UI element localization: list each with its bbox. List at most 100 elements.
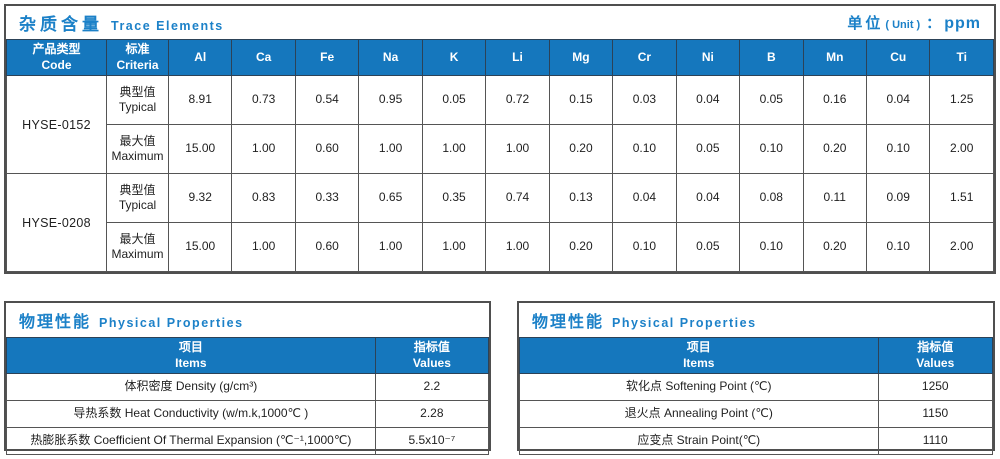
element-value-cell: 0.04 [612,173,677,224]
element-value-cell: 0.20 [802,222,867,273]
element-value-cell: 0.20 [802,124,867,175]
physical-left-title-en: Physical Properties [99,316,244,330]
physical-right-table: 项目 Items 指标值 Values 软化点 Softening Point … [519,336,994,456]
physical-property-row: 热膨胀系数 Coefficient Of Thermal Expansion (… [6,427,490,456]
element-value-cell: 0.74 [485,173,550,224]
column-header-element: B [739,38,804,77]
element-value-cell: 1.00 [485,222,550,273]
element-value-cell: 15.00 [167,124,233,175]
physical-left-header-row: 项目 Items 指标值 Values [6,336,490,375]
property-value-cell: 1150 [877,400,994,429]
column-header-values-en: Values [412,355,451,370]
element-value-cell: 1.00 [421,124,487,175]
column-header-criteria-en: Criteria [116,57,159,72]
element-value-cell: 1.00 [485,124,550,175]
element-value-cell: 0.05 [675,222,741,273]
element-value-cell: 1.00 [421,222,487,273]
column-header-items: 项目 Items [519,336,879,375]
element-value-cell: 0.10 [612,222,677,273]
column-header-code: 产品类型 Code [6,38,107,77]
physical-left-body: 体积密度 Density (g/cm³) 2.2 导热系数 Heat Conduct… [6,373,490,456]
trace-data-row: HYSE-0152 典型值 Typical 8.91 0.73 0.54 0.95 0.05 0… [6,75,994,175]
criteria-cell-cn: 典型值 [119,84,156,99]
column-header-items-en: Items [683,355,715,370]
property-value-cell: 2.28 [374,400,490,429]
physical-right-title-en: Physical Properties [612,316,757,330]
trace-data-row: 最大值 Maximum 15.00 1.00 0.60 1.00 1.00 1.00 0.20 0… [7,124,994,175]
element-value-cell: 0.03 [612,75,677,126]
element-value-cell: 0.05 [739,75,804,126]
criteria-cell: 典型值 Typical [106,173,169,224]
trace-elements-title-bar: 杂质含量 Trace Elements 单位 ( Unit ) ： ppm [6,6,994,39]
element-value-cell: 0.60 [294,222,360,273]
criteria-cell-en: Maximum [111,149,164,164]
element-value-cell: 0.10 [739,222,804,273]
trace-elements-title-en: Trace Elements [111,19,224,33]
column-header-items-en: Items [175,355,207,370]
physical-right-title: 物理性能 Physical Properties [532,308,757,332]
column-header-element: Mg [548,38,614,77]
element-value-cell: 0.05 [421,75,487,126]
column-header-element: Ca [231,38,296,77]
trace-elements-title-cn: 杂质含量 [19,15,103,34]
element-value-cell: 2.00 [929,124,994,175]
element-value-cell: 8.91 [167,75,233,126]
column-header-items-cn: 项目 [178,340,203,354]
element-value-cell: 0.13 [548,173,614,224]
trace-elements-table: 产品类型 Code 标准 Criteria Al Ca Fe Na K Li Mg Cr Ni B… [6,38,994,273]
element-value-cell: 1.00 [231,222,296,273]
property-item-cell: 体积密度 Density (g/cm³) [6,373,376,402]
column-header-values: 指标值 Values [877,336,994,375]
element-value-cell: 0.83 [231,173,296,224]
element-value-cell: 0.95 [358,75,423,126]
physical-right-title-bar: 物理性能 Physical Properties [519,303,993,337]
property-item-cell: 软化点 Softening Point (℃) [519,373,879,402]
column-header-element: Mn [802,38,867,77]
trace-data-row: HYSE-0208 典型值 Typical 9.32 0.83 0.33 0.65 0.35 0… [6,173,994,273]
column-header-element: Cu [865,38,931,77]
element-value-cell: 1.25 [929,75,994,126]
element-value-cell: 0.10 [865,124,931,175]
property-value-cell: 1110 [877,427,994,456]
element-value-cell: 15.00 [167,222,233,273]
column-header-code-en: Code [41,57,72,72]
element-value-cell: 0.20 [548,124,614,175]
column-header-items-cn: 项目 [686,340,711,354]
element-value-cell: 1.00 [358,222,423,273]
criteria-cell: 最大值 Maximum [106,124,169,175]
criteria-cell-en: Typical [118,198,157,213]
element-value-cell: 0.15 [548,75,614,126]
product-code-cell: HYSE-0152 [6,75,107,175]
column-header-values: 指标值 Values [374,336,490,375]
trace-table-header-row: 产品类型 Code 标准 Criteria Al Ca Fe Na K Li Mg Cr Ni B… [6,38,994,77]
element-value-cell: 0.54 [294,75,360,126]
column-header-code-cn: 产品类型 [32,42,81,56]
physical-property-row: 体积密度 Density (g/cm³) 2.2 [6,373,490,402]
unit-label-cn: 单位 [847,15,884,32]
element-value-cell: 0.09 [865,173,931,224]
column-header-criteria-cn: 标准 [125,42,150,56]
trace-elements-panel: 杂质含量 Trace Elements 单位 ( Unit ) ： ppm 产品… [4,4,996,274]
element-value-cell: 0.20 [548,222,614,273]
criteria-cell-cn: 最大值 [119,133,156,148]
column-header-element: Li [485,38,550,77]
trace-table-body: HYSE-0152 典型值 Typical 8.91 0.73 0.54 0.95 0.05 0… [6,75,994,273]
physical-property-row: 软化点 Softening Point (℃) 1250 [519,373,994,402]
element-value-cell: 0.16 [802,75,867,126]
property-value-cell: 2.2 [374,373,490,402]
element-value-cell: 0.04 [675,75,741,126]
element-value-cell: 1.51 [929,173,994,224]
column-header-element: K [421,38,487,77]
element-value-cell: 0.65 [358,173,423,224]
column-header-element: Cr [612,38,677,77]
physical-property-row: 导热系数 Heat Conductivity (w/m.k,1000℃ ) 2.2… [6,400,490,429]
element-value-cell: 0.10 [865,222,931,273]
column-header-values-cn: 指标值 [917,340,954,354]
column-header-element: Ni [675,38,741,77]
trace-data-row: 最大值 Maximum 15.00 1.00 0.60 1.00 1.00 1.00 0.20 0… [7,222,994,273]
property-value-cell: 5.5x10⁻⁷ [374,427,490,456]
element-value-cell: 0.73 [231,75,296,126]
physical-right-body: 软化点 Softening Point (℃) 1250 退火点 Annealing… [519,373,994,456]
element-value-cell: 0.08 [739,173,804,224]
column-header-criteria: 标准 Criteria [106,38,169,77]
